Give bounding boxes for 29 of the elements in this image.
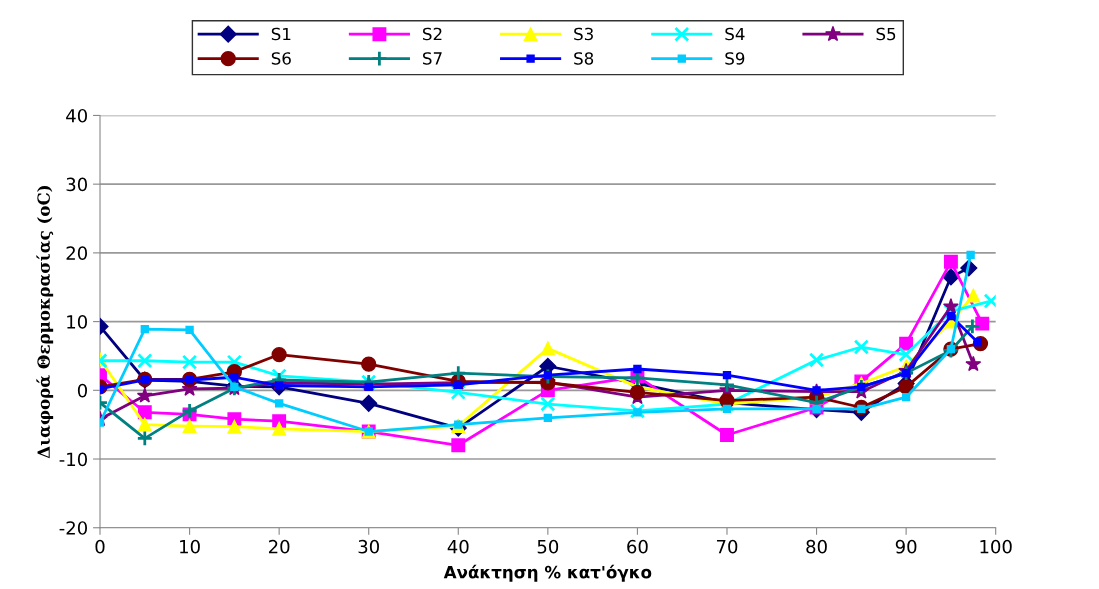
legend-label: S4: [725, 27, 745, 41]
legend-label: S9: [725, 52, 745, 65]
x-tick-label: 0: [95, 539, 105, 554]
legend-label: S1: [271, 27, 291, 41]
y-axis-title: Διαφορά Θερμοκρασίας (oC): [36, 185, 54, 459]
x-tick-label: 10: [180, 539, 200, 554]
legend-label: S8: [574, 52, 594, 65]
y-tick-label: 40: [66, 108, 87, 123]
legend-label: S3: [574, 27, 593, 41]
y-tick-label: 10: [67, 315, 87, 329]
x-tick-label: 70: [716, 539, 738, 554]
x-tick-label: 90: [895, 539, 917, 554]
x-tick-label: 40: [447, 539, 469, 554]
x-tick-label: 60: [627, 539, 648, 554]
legend-label: S2: [423, 27, 442, 41]
legend-label: S6: [271, 52, 291, 65]
y-tick-label: 0: [77, 383, 87, 398]
y-tick-label: -20: [59, 521, 88, 535]
x-axis-title: Ανάκτηση % κατ'όγκο: [443, 564, 652, 582]
legend-label: S7: [423, 52, 442, 65]
y-tick-label: -10: [59, 452, 88, 467]
y-tick-label: 20: [66, 246, 87, 260]
x-tick-label: 20: [268, 539, 290, 554]
x-tick-label: 30: [358, 539, 379, 554]
x-tick-label: 100: [980, 539, 1012, 554]
x-tick-label: 80: [806, 539, 827, 554]
x-tick-label: 50: [537, 539, 559, 554]
legend-label: S5: [876, 27, 896, 41]
y-tick-label: 30: [66, 177, 87, 192]
